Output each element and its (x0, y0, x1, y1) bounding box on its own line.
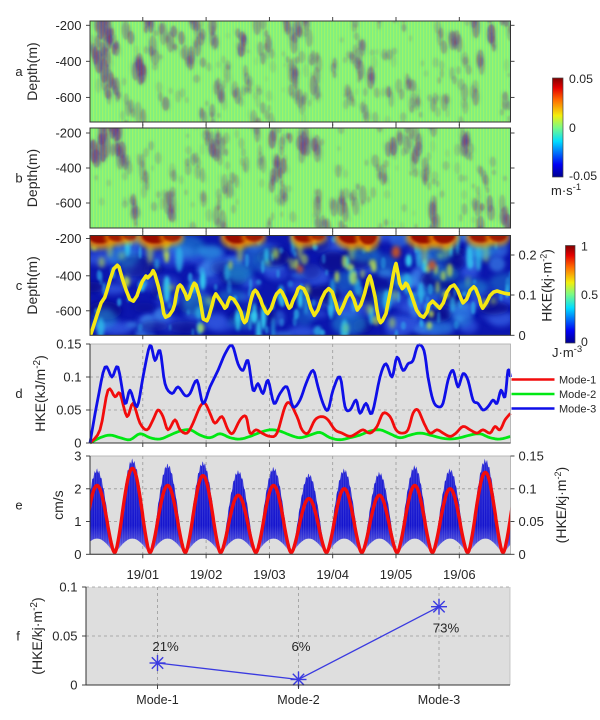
svg-text:HKE(kJ/m-2): HKE(kJ/m-2) (32, 355, 48, 432)
svg-text:-200: -200 (55, 231, 81, 246)
svg-text:2: 2 (74, 481, 81, 496)
svg-text:Depth(m): Depth(m) (24, 256, 40, 314)
svg-text:-600: -600 (55, 196, 81, 211)
svg-text:0: 0 (569, 121, 576, 135)
svg-text:1: 1 (581, 240, 588, 254)
svg-text:Mode-3: Mode-3 (418, 693, 460, 707)
svg-text:a: a (15, 64, 23, 79)
svg-text:Depth(m): Depth(m) (24, 149, 40, 207)
svg-text:-200: -200 (55, 18, 81, 33)
svg-text:Mode-2: Mode-2 (277, 693, 319, 707)
svg-text:0.15: 0.15 (56, 337, 81, 352)
svg-text:Depth(m): Depth(m) (24, 42, 40, 100)
svg-text:0.1: 0.1 (59, 580, 77, 595)
svg-text:-400: -400 (55, 268, 81, 283)
svg-text:21%: 21% (152, 639, 179, 654)
svg-text:Mode-1: Mode-1 (559, 375, 596, 387)
svg-text:HKE(kj·m-2): HKE(kj·m-2) (539, 249, 555, 322)
svg-text:0.05: 0.05 (56, 403, 81, 418)
svg-text:cm/s: cm/s (50, 490, 66, 520)
svg-text:(HKE/kj·m-2): (HKE/kj·m-2) (553, 467, 569, 543)
svg-text:0: 0 (581, 335, 588, 349)
svg-text:-400: -400 (55, 54, 81, 69)
svg-text:0.1: 0.1 (519, 481, 537, 496)
svg-text:e: e (15, 498, 22, 513)
svg-text:0: 0 (519, 547, 526, 562)
svg-text:19/06: 19/06 (443, 567, 476, 582)
svg-text:Mode-3: Mode-3 (559, 404, 596, 416)
svg-text:0.05: 0.05 (569, 72, 593, 86)
svg-text:73%: 73% (433, 621, 460, 636)
svg-text:0.15: 0.15 (519, 449, 544, 464)
svg-text:-600: -600 (55, 303, 81, 318)
svg-text:0: 0 (74, 436, 81, 451)
svg-text:19/02: 19/02 (190, 567, 223, 582)
svg-text:Mode-2: Mode-2 (559, 389, 596, 401)
svg-text:3: 3 (74, 449, 81, 464)
svg-text:-600: -600 (55, 90, 81, 105)
svg-text:19/04: 19/04 (316, 567, 349, 582)
svg-text:19/05: 19/05 (380, 567, 413, 582)
svg-text:0.2: 0.2 (519, 248, 537, 263)
svg-text:d: d (15, 386, 22, 401)
svg-text:0.1: 0.1 (519, 288, 537, 303)
svg-text:b: b (15, 171, 22, 186)
svg-text:19/01: 19/01 (127, 567, 160, 582)
svg-text:0: 0 (70, 678, 77, 693)
svg-text:0: 0 (519, 328, 526, 343)
svg-text:-200: -200 (55, 126, 81, 141)
svg-text:-0.05: -0.05 (569, 169, 597, 183)
svg-text:0.05: 0.05 (519, 514, 544, 529)
svg-text:Mode-1: Mode-1 (136, 693, 178, 707)
svg-text:1: 1 (74, 514, 81, 529)
svg-text:0: 0 (74, 547, 81, 562)
svg-text:-400: -400 (55, 161, 81, 176)
svg-text:c: c (16, 278, 23, 293)
svg-text:19/03: 19/03 (253, 567, 286, 582)
svg-text:6%: 6% (291, 639, 310, 654)
svg-text:f: f (16, 629, 20, 644)
svg-text:0.1: 0.1 (63, 370, 81, 385)
svg-text:0.05: 0.05 (52, 629, 77, 644)
svg-text:(HKE/kj·m-2): (HKE/kj·m-2) (29, 597, 45, 674)
svg-text:0.5: 0.5 (581, 288, 598, 302)
